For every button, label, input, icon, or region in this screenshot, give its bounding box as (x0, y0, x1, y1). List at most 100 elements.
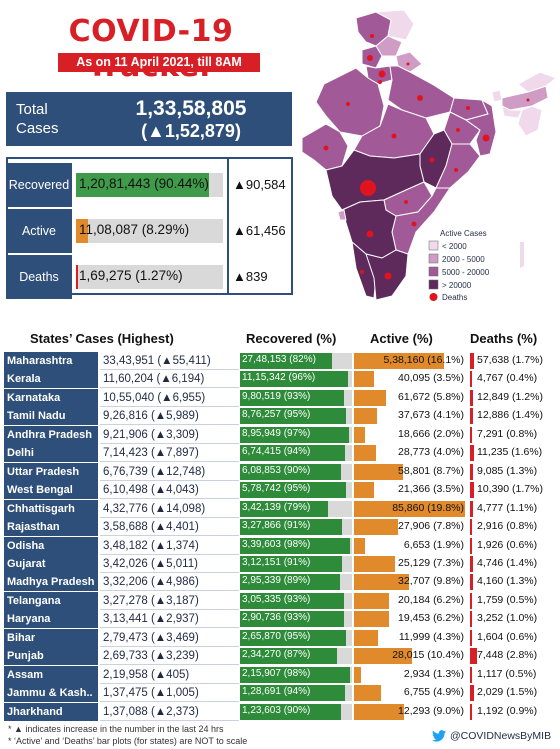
recovered-bar-fill (240, 703, 341, 720)
deaths-value: 1,604 (0.6%) (477, 630, 538, 643)
state-name: Kerala (4, 370, 98, 389)
active-bar-fill (354, 445, 377, 462)
active-bar-fill (354, 537, 365, 554)
table-row: Tamil Nadu 9,26,816 (▲5,989) 8,76,257 (95%… (4, 407, 557, 426)
recovered-bar-fill (240, 353, 332, 369)
state-name: Rajasthan (4, 518, 98, 537)
total-cases-box: Total Cases 1,33,58,805 (▲1,52,879) (6, 92, 292, 146)
summary-bar-fill (76, 219, 89, 243)
deaths-bubble-tamil-nadu (384, 272, 392, 280)
map-arunachal (517, 71, 557, 93)
deaths-value: 3,252 (1.0%) (477, 612, 538, 625)
header-recovered: Recovered (%) (246, 331, 337, 346)
deaths-value: 4,746 (1.4%) (477, 556, 538, 569)
legend-label-4: > 20000 (442, 281, 472, 290)
deaths-value: 2,916 (0.8%) (477, 520, 538, 533)
active-value: 20,184 (6.2%) (398, 593, 464, 606)
recovered-value: 9,80,519 (93%) (242, 390, 311, 402)
deaths-bar-fill (470, 685, 474, 702)
state-cases: 3,42,026 (▲5,011) (100, 555, 239, 573)
state-cases: 3,58,688 (▲4,401) (100, 518, 239, 537)
deaths-bubble-assam (526, 98, 530, 102)
active-value: 32,707 (9.8%) (398, 575, 464, 588)
state-cases: 6,10,498 (▲4,043) (100, 481, 239, 500)
recovered-bar-fill (240, 592, 345, 609)
active-bar-fill (354, 500, 465, 517)
map-goa (337, 209, 347, 221)
deaths-value: 1,759 (0.5%) (477, 593, 538, 606)
recovered-value: 3,12,151 (91%) (242, 556, 311, 568)
state-cases: 7,14,423 (▲7,897) (100, 444, 239, 463)
deaths-value: 1,926 (0.6%) (477, 538, 538, 551)
summary-value: 1,20,81,443 (90.44%) (79, 176, 209, 191)
deaths-bubble-delhi (378, 70, 386, 78)
recovered-value: 5,78,742 (95%) (242, 483, 311, 495)
deaths-bubble-odisha (454, 168, 458, 172)
state-name: Jharkhand (4, 702, 98, 721)
summary-label-deaths: Deaths (6, 255, 72, 299)
deaths-bar-fill (470, 592, 472, 609)
deaths-bar-fill (470, 666, 472, 683)
twitter-handle[interactable]: @COVIDNewsByMIB (432, 730, 551, 742)
summary-divider (227, 157, 229, 295)
active-value: 61,672 (5.8%) (398, 390, 464, 403)
header-states: States’ Cases (Highest) (30, 331, 174, 346)
recovered-bar-fill (240, 371, 348, 388)
active-bar-fill (354, 463, 403, 480)
state-name: Telangana (4, 591, 98, 610)
india-map: Active Cases < 2000 2000 - 5000 5000 - 2… (301, 9, 557, 302)
legend-title: Active Cases (440, 229, 487, 238)
recovered-bar: 8,76,257 (95%) (240, 408, 352, 425)
table-row: Madhya Pradesh 3,32,206 (▲4,986) 2,95,339 … (4, 573, 557, 592)
map-andaman (520, 242, 524, 268)
header-deaths: Deaths (%) (470, 331, 538, 346)
summary-label-recovered: Recovered (6, 163, 72, 207)
active-bar-fill (354, 555, 395, 572)
state-cases: 2,79,473 (▲3,469) (100, 629, 239, 647)
active-bar-fill (354, 592, 389, 609)
table-row: Telangana 3,27,278 (▲3,187) 3,05,335 (93%)… (4, 591, 557, 611)
legend-swatch-1 (428, 240, 439, 251)
recovered-value: 11,15,342 (96%) (242, 372, 316, 384)
state-name: Haryana (4, 610, 98, 629)
deaths-value: 10,390 (1.7%) (477, 483, 543, 496)
active-value: 18,666 (2.0%) (398, 427, 464, 440)
summary-value: 1,69,275 (1.27%) (79, 268, 183, 283)
recovered-bar: 6,08,853 (90%) (240, 463, 352, 480)
table-row: Andhra Pradesh 9,21,906 (▲3,309) 8,95,949 … (4, 425, 557, 445)
legend-label-1: < 2000 (442, 242, 467, 251)
deaths-value: 12,886 (1.4%) (477, 409, 543, 422)
deaths-value: 9,085 (1.3%) (477, 464, 538, 477)
recovered-bar-fill (240, 426, 349, 443)
recovered-value: 2,34,270 (87%) (242, 649, 311, 661)
active-value: 37,673 (4.1%) (398, 409, 464, 422)
table-row: Jharkhand 1,37,088 (▲2,373) 1,23,603 (90%)… (4, 702, 557, 722)
state-cases: 3,48,182 (▲1,374) (100, 537, 239, 555)
active-value: 6,755 (4.9%) (403, 686, 464, 699)
summary-panel: Recovered 1,20,81,443 (90.44%) ▲90,584 Acti… (6, 157, 293, 299)
table-row: Uttar Pradesh 6,76,739 (▲12,748) 6,08,853 … (4, 462, 557, 482)
active-value: 28,015 (10.4%) (392, 649, 464, 662)
table-row: Punjab 2,69,733 (▲3,239) 2,34,270 (87%) 28,… (4, 647, 557, 666)
deaths-value: 1,117 (0.5%) (477, 667, 537, 680)
deaths-value: 4,160 (1.3%) (477, 575, 538, 588)
recovered-value: 2,90,736 (93%) (242, 612, 311, 624)
deaths-value: 57,638 (1.7%) (477, 354, 543, 366)
summary-bar-fill (76, 173, 209, 197)
recovered-bar: 2,34,270 (87%) (240, 648, 352, 665)
recovered-bar-fill (240, 555, 342, 572)
recovered-bar-fill (240, 389, 345, 406)
recovered-bar: 11,15,342 (96%) (240, 371, 352, 388)
deaths-bar-fill (470, 408, 474, 425)
table-row: Assam 2,19,958 (▲405) 2,15,907 (98%) 2,934 … (4, 665, 557, 685)
deaths-value: 4,767 (0.4%) (477, 372, 538, 385)
state-name: Assam (4, 665, 98, 684)
summary-bar-deaths: 1,69,275 (1.27%) (76, 265, 223, 289)
recovered-value: 2,15,907 (98%) (242, 667, 311, 679)
summary-delta: ▲839 (233, 269, 268, 284)
deaths-bubble-andhra (411, 221, 417, 227)
recovered-bar-fill (240, 500, 329, 517)
active-value: 5,38,160 (16.1%) (383, 354, 464, 366)
legend-swatch-2 (428, 253, 439, 264)
deaths-bar-fill (470, 648, 477, 665)
